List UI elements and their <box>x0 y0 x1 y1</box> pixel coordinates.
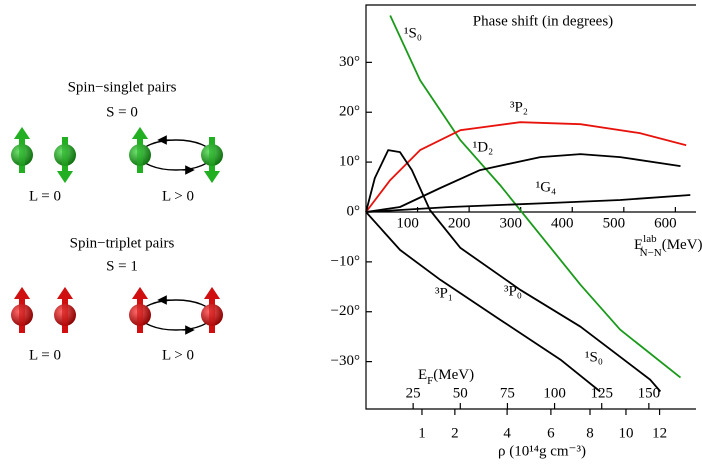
diagram-title: Spin−singlet pairs <box>68 79 177 95</box>
x-tick-label: 100 <box>396 215 419 231</box>
y-tick-label: 0° <box>347 203 361 219</box>
x2-axis-label-part: F <box>427 375 433 387</box>
x2-tick-label: 75 <box>500 385 515 401</box>
x-axis-label-part: lab <box>643 233 657 245</box>
curve-label: ¹D₂ <box>473 139 494 155</box>
y-tick-label: −30° <box>331 353 360 369</box>
spin-arrow <box>14 127 30 173</box>
x-tick-label: 500 <box>603 215 626 231</box>
curve-label: ³P₀ <box>504 283 522 299</box>
x3-tick-label: 1 <box>418 425 426 441</box>
spin-arrow <box>204 137 220 183</box>
x3-tick-label: 12 <box>652 425 667 441</box>
x-axis-label-part: (MeV) <box>662 237 702 253</box>
x2-tick-label: 25 <box>406 385 421 401</box>
x2-axis-label-part: E <box>418 367 427 383</box>
x-tick-label: 200 <box>448 215 471 231</box>
y-tick-label: −20° <box>331 303 360 319</box>
x3-tick-label: 10 <box>618 425 633 441</box>
x2-tick-label: 150 <box>638 385 661 401</box>
curve <box>365 121 687 213</box>
x2-tick-label: 125 <box>590 385 613 401</box>
x-axis-label-part: E <box>634 237 643 253</box>
chart: Phase shift (in degrees) −30° −20° −10° 0° 10… <box>331 4 702 459</box>
spin-arrow <box>204 287 220 333</box>
diagram-title: Spin−triplet pairs <box>70 235 175 251</box>
spin-diagram: Spin−singlet pairs S = 0 L = 0 L > 0 Spi… <box>11 79 223 363</box>
l-label: L > 0 <box>162 347 194 363</box>
y-tick-label: 10° <box>339 154 360 170</box>
x3-tick-label: 4 <box>503 425 511 441</box>
x2-axis-label: EF(MeV) <box>418 367 474 386</box>
spin-arrow <box>132 287 148 333</box>
x-tick-label: 600 <box>654 215 677 231</box>
x2-tick-label: 100 <box>543 385 566 401</box>
spin-arrow <box>14 287 30 333</box>
y-tick-label: 30° <box>339 54 360 70</box>
chart-title: Phase shift (in degrees) <box>473 13 613 29</box>
curve <box>365 149 662 393</box>
spheres <box>11 127 223 333</box>
spin-arrow <box>57 287 73 333</box>
y-tick-label: −10° <box>331 253 360 269</box>
curve <box>389 15 682 379</box>
l-label: L = 0 <box>29 188 61 204</box>
x3-axis-label: ρ (10¹⁴g cm⁻³) <box>498 443 586 459</box>
curve-label: ¹G₄ <box>536 179 557 195</box>
curve <box>365 211 601 393</box>
curve <box>365 153 681 213</box>
x3-tick-label: 6 <box>547 425 555 441</box>
curve-label: ³P₁ <box>435 285 453 301</box>
x-tick-label: 400 <box>551 215 574 231</box>
x-axis-label: Elab N−N(MeV) <box>634 233 702 259</box>
x-tick-label: 300 <box>499 215 522 231</box>
x2-axis-label-part: (MeV) <box>433 367 474 383</box>
x3-tick-label: 8 <box>586 425 594 441</box>
curve-label: ¹S₀ <box>585 349 603 365</box>
spin-label: S = 0 <box>106 104 138 120</box>
spin-arrow <box>132 127 148 173</box>
spin-arrow <box>57 137 73 183</box>
l-label: L = 0 <box>29 347 61 363</box>
curve-label: ³P₂ <box>510 99 528 115</box>
y-tick-label: 20° <box>339 104 360 120</box>
spin-label: S = 1 <box>106 258 138 274</box>
axis-frame <box>365 4 696 410</box>
x-axis-label-part: N−N <box>640 247 662 259</box>
l-label: L > 0 <box>162 188 194 204</box>
curve-label: ¹S₀ <box>404 25 422 41</box>
x2-tick-label: 50 <box>453 385 468 401</box>
x3-tick-label: 2 <box>451 425 459 441</box>
curve <box>365 194 691 213</box>
